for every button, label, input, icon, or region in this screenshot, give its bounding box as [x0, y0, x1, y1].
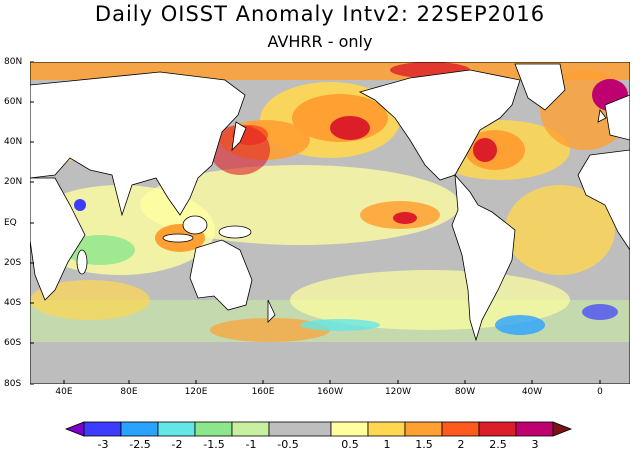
lat-label-60n: 60N — [4, 97, 23, 107]
colorbar-label: -0.5 — [277, 438, 299, 451]
colorbar-label: -3 — [97, 438, 109, 451]
greenland — [514, 63, 566, 111]
colorbar-swatch — [515, 421, 554, 437]
lon-label-0: 0 — [597, 387, 603, 397]
colorbar-swatch — [157, 421, 196, 437]
colorbar-end-high — [552, 421, 573, 437]
eurasia — [30, 71, 246, 217]
colorbar-label: 2.5 — [489, 438, 507, 451]
united-kingdom — [597, 109, 607, 123]
north-america — [358, 69, 521, 181]
lon-label-160e: 160E — [251, 387, 275, 397]
lat-label-40s: 40S — [4, 298, 22, 308]
new-guinea — [218, 225, 252, 239]
colorbar — [64, 421, 573, 437]
colorbar-label: -1.5 — [203, 438, 225, 451]
lat-label-20s: 20S — [4, 258, 22, 268]
colorbar-swatch — [367, 421, 406, 437]
cool-anomalies — [65, 199, 618, 335]
lon-label-80e: 80E — [120, 387, 138, 397]
map-subtitle: AVHRR - only — [267, 32, 373, 51]
colorbar-label: -2 — [171, 438, 183, 451]
colorbar-swatch — [83, 421, 122, 437]
borneo — [182, 215, 208, 235]
colorbar-label: 3 — [531, 438, 539, 451]
africa-east — [30, 177, 86, 301]
continents — [30, 63, 630, 342]
colorbar-label: 1 — [383, 438, 391, 451]
colorbar-swatch — [441, 421, 480, 437]
colorbar-swatch — [120, 421, 159, 437]
lon-label-40w: 40W — [521, 387, 543, 397]
lon-label-40e: 40E — [55, 387, 73, 397]
africa-west — [577, 149, 630, 251]
lat-label-40n: 40N — [4, 137, 23, 147]
axis-ticks — [30, 61, 601, 385]
colorbar-label: 0.5 — [341, 438, 359, 451]
colorbar-label: 1.5 — [415, 438, 433, 451]
colorbar-swatch — [231, 421, 270, 437]
colorbar-label: -1 — [245, 438, 257, 451]
colorbar-swatch — [478, 421, 517, 437]
lon-label-80w: 80W — [454, 387, 476, 397]
map-plot-area — [30, 62, 630, 384]
lat-label-60s: 60S — [4, 338, 22, 348]
colorbar-swatch — [404, 421, 443, 437]
lat-label-80n: 80N — [4, 57, 23, 67]
japan — [231, 121, 247, 152]
lon-label-120w: 120W — [384, 387, 412, 397]
antarctica — [30, 342, 630, 384]
south-america — [451, 173, 516, 342]
lat-label-eq: EQ — [4, 218, 17, 228]
new-zealand — [267, 299, 276, 323]
lat-label-80s: 80S — [4, 379, 22, 389]
map-title: Daily OISST Anomaly Intv2: 22SEP2016 — [94, 2, 546, 26]
colorbar-label: 2 — [457, 438, 465, 451]
lon-label-160w: 160W — [316, 387, 344, 397]
europe-west — [604, 94, 630, 141]
colorbar-swatch — [194, 421, 233, 437]
java-sumatra — [162, 233, 194, 243]
colorbar-label: -2.5 — [129, 438, 151, 451]
lon-label-120e: 120E — [184, 387, 208, 397]
lat-label-20n: 20N — [4, 177, 23, 187]
australia — [189, 239, 253, 311]
madagascar — [76, 249, 88, 275]
colorbar-end-low — [64, 421, 85, 437]
colorbar-swatch — [268, 421, 332, 437]
colorbar-swatch — [330, 421, 369, 437]
